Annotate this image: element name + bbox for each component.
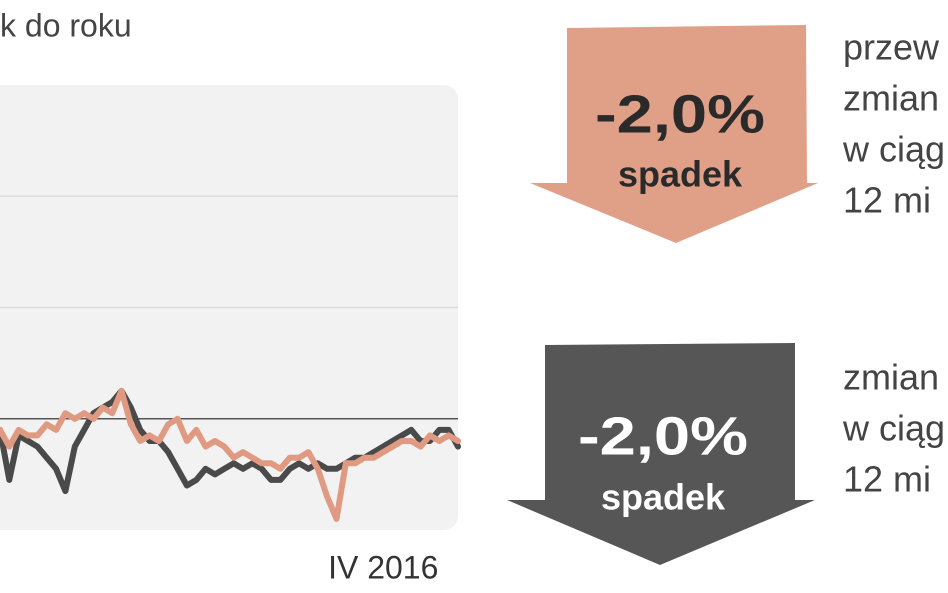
chart-title: k do roku xyxy=(0,7,132,43)
side-text: zmian xyxy=(843,357,939,398)
line-chart: IV 2016 xyxy=(0,195,461,585)
side-text: zmian xyxy=(843,78,939,119)
data-line xyxy=(0,387,461,522)
arrow-value: -2,0% xyxy=(595,84,765,144)
side-panel: -2,0% spadek przew zmian w ciąg 12 mi -2,0% spa… xyxy=(578,27,945,518)
side-text: w ciąg xyxy=(842,129,945,170)
data-line xyxy=(0,387,461,495)
arrow-down xyxy=(507,343,815,565)
side-text: w ciąg xyxy=(842,408,945,449)
arrow-value: -2,0% xyxy=(578,406,748,466)
side-text: 12 mi xyxy=(843,180,931,221)
arrow-label: spadek xyxy=(601,477,726,518)
side-text: przew xyxy=(843,27,940,68)
x-tick-label: IV 2016 xyxy=(328,549,438,585)
arrow-down xyxy=(530,25,818,243)
arrow-label: spadek xyxy=(618,154,743,195)
side-text: 12 mi xyxy=(843,459,931,500)
